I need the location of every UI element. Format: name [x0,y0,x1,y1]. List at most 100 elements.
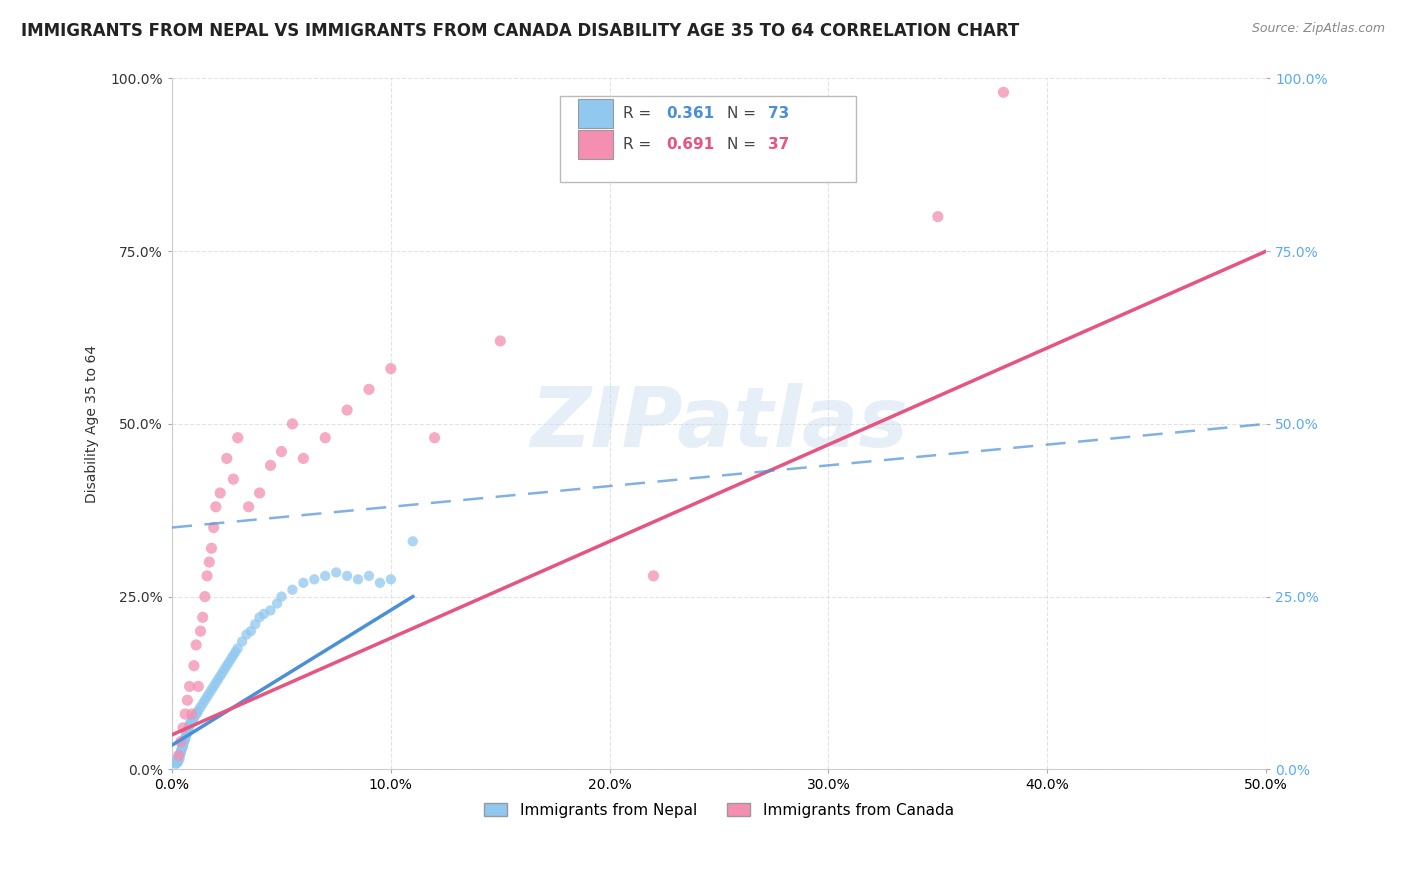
Point [198,686,221,700]
Point [222,648,245,663]
Point [215,451,238,466]
Point [173,734,195,748]
Point [170,745,193,759]
Point [211,665,233,680]
Point [191,610,214,624]
Point [423,431,446,445]
Point [180,706,202,721]
Point [200,682,222,697]
Point [177,721,200,735]
Point [180,714,202,728]
Point [357,569,380,583]
Point [173,733,195,747]
Point [238,500,260,514]
Point [183,658,205,673]
Point [186,706,208,720]
Point [172,738,194,752]
Point [218,655,240,669]
Point [357,382,380,396]
Point [281,582,304,597]
Point [927,210,949,224]
Point [314,431,336,445]
Point [249,486,271,500]
Point [181,713,204,727]
Point [165,754,187,768]
Point [170,743,193,757]
Point [207,673,229,687]
Point [235,627,257,641]
Point [214,662,236,676]
Text: N =: N = [727,105,761,120]
Point [198,555,221,569]
Point [368,575,391,590]
Point [167,748,190,763]
Point [202,520,225,534]
Point [183,710,205,724]
Text: R =: R = [623,105,657,120]
Point [191,697,214,711]
Point [174,729,197,743]
Point [176,693,198,707]
Point [187,680,209,694]
Point [167,748,190,763]
Point [190,700,212,714]
Point [176,724,198,739]
Point [202,680,225,694]
Point [314,569,336,583]
Point [226,641,249,656]
Point [179,719,201,733]
Point [195,569,218,583]
Point [209,669,232,683]
Point [174,731,197,746]
FancyBboxPatch shape [561,95,856,182]
Point [200,541,222,556]
Y-axis label: Disability Age 35 to 64: Disability Age 35 to 64 [86,345,100,503]
Point [259,603,281,617]
FancyBboxPatch shape [578,98,613,128]
Point [259,458,281,473]
Point [194,590,217,604]
Point [174,706,197,721]
Point [249,610,271,624]
Point [190,624,212,639]
Point [170,734,193,748]
Point [194,693,217,707]
Point [270,444,292,458]
Point [225,645,247,659]
Point [222,472,245,486]
Point [179,680,201,694]
Text: 0.361: 0.361 [666,105,714,120]
Text: N =: N = [727,136,761,152]
Point [292,575,315,590]
Point [184,708,207,723]
Text: 0.691: 0.691 [666,136,714,152]
Point [226,431,249,445]
Point [172,740,194,755]
Point [165,756,187,771]
Point [219,652,242,666]
Point [205,500,228,514]
Point [172,721,194,735]
Point [489,334,512,348]
Point [209,486,232,500]
Point [266,597,288,611]
Point [643,569,665,583]
FancyBboxPatch shape [578,129,613,159]
Point [172,736,194,750]
Point [184,638,207,652]
Point [245,617,267,632]
Point [304,572,326,586]
Point [169,747,191,761]
Point [205,676,228,690]
Point [180,715,202,730]
Point [187,704,209,718]
Point [336,403,359,417]
Point [325,566,347,580]
Text: R =: R = [623,136,657,152]
Point [174,728,197,742]
Point [402,534,425,549]
Text: IMMIGRANTS FROM NEPAL VS IMMIGRANTS FROM CANADA DISABILITY AGE 35 TO 64 CORRELAT: IMMIGRANTS FROM NEPAL VS IMMIGRANTS FROM… [21,22,1019,40]
Point [215,658,238,673]
Point [167,750,190,764]
Point [336,569,359,583]
